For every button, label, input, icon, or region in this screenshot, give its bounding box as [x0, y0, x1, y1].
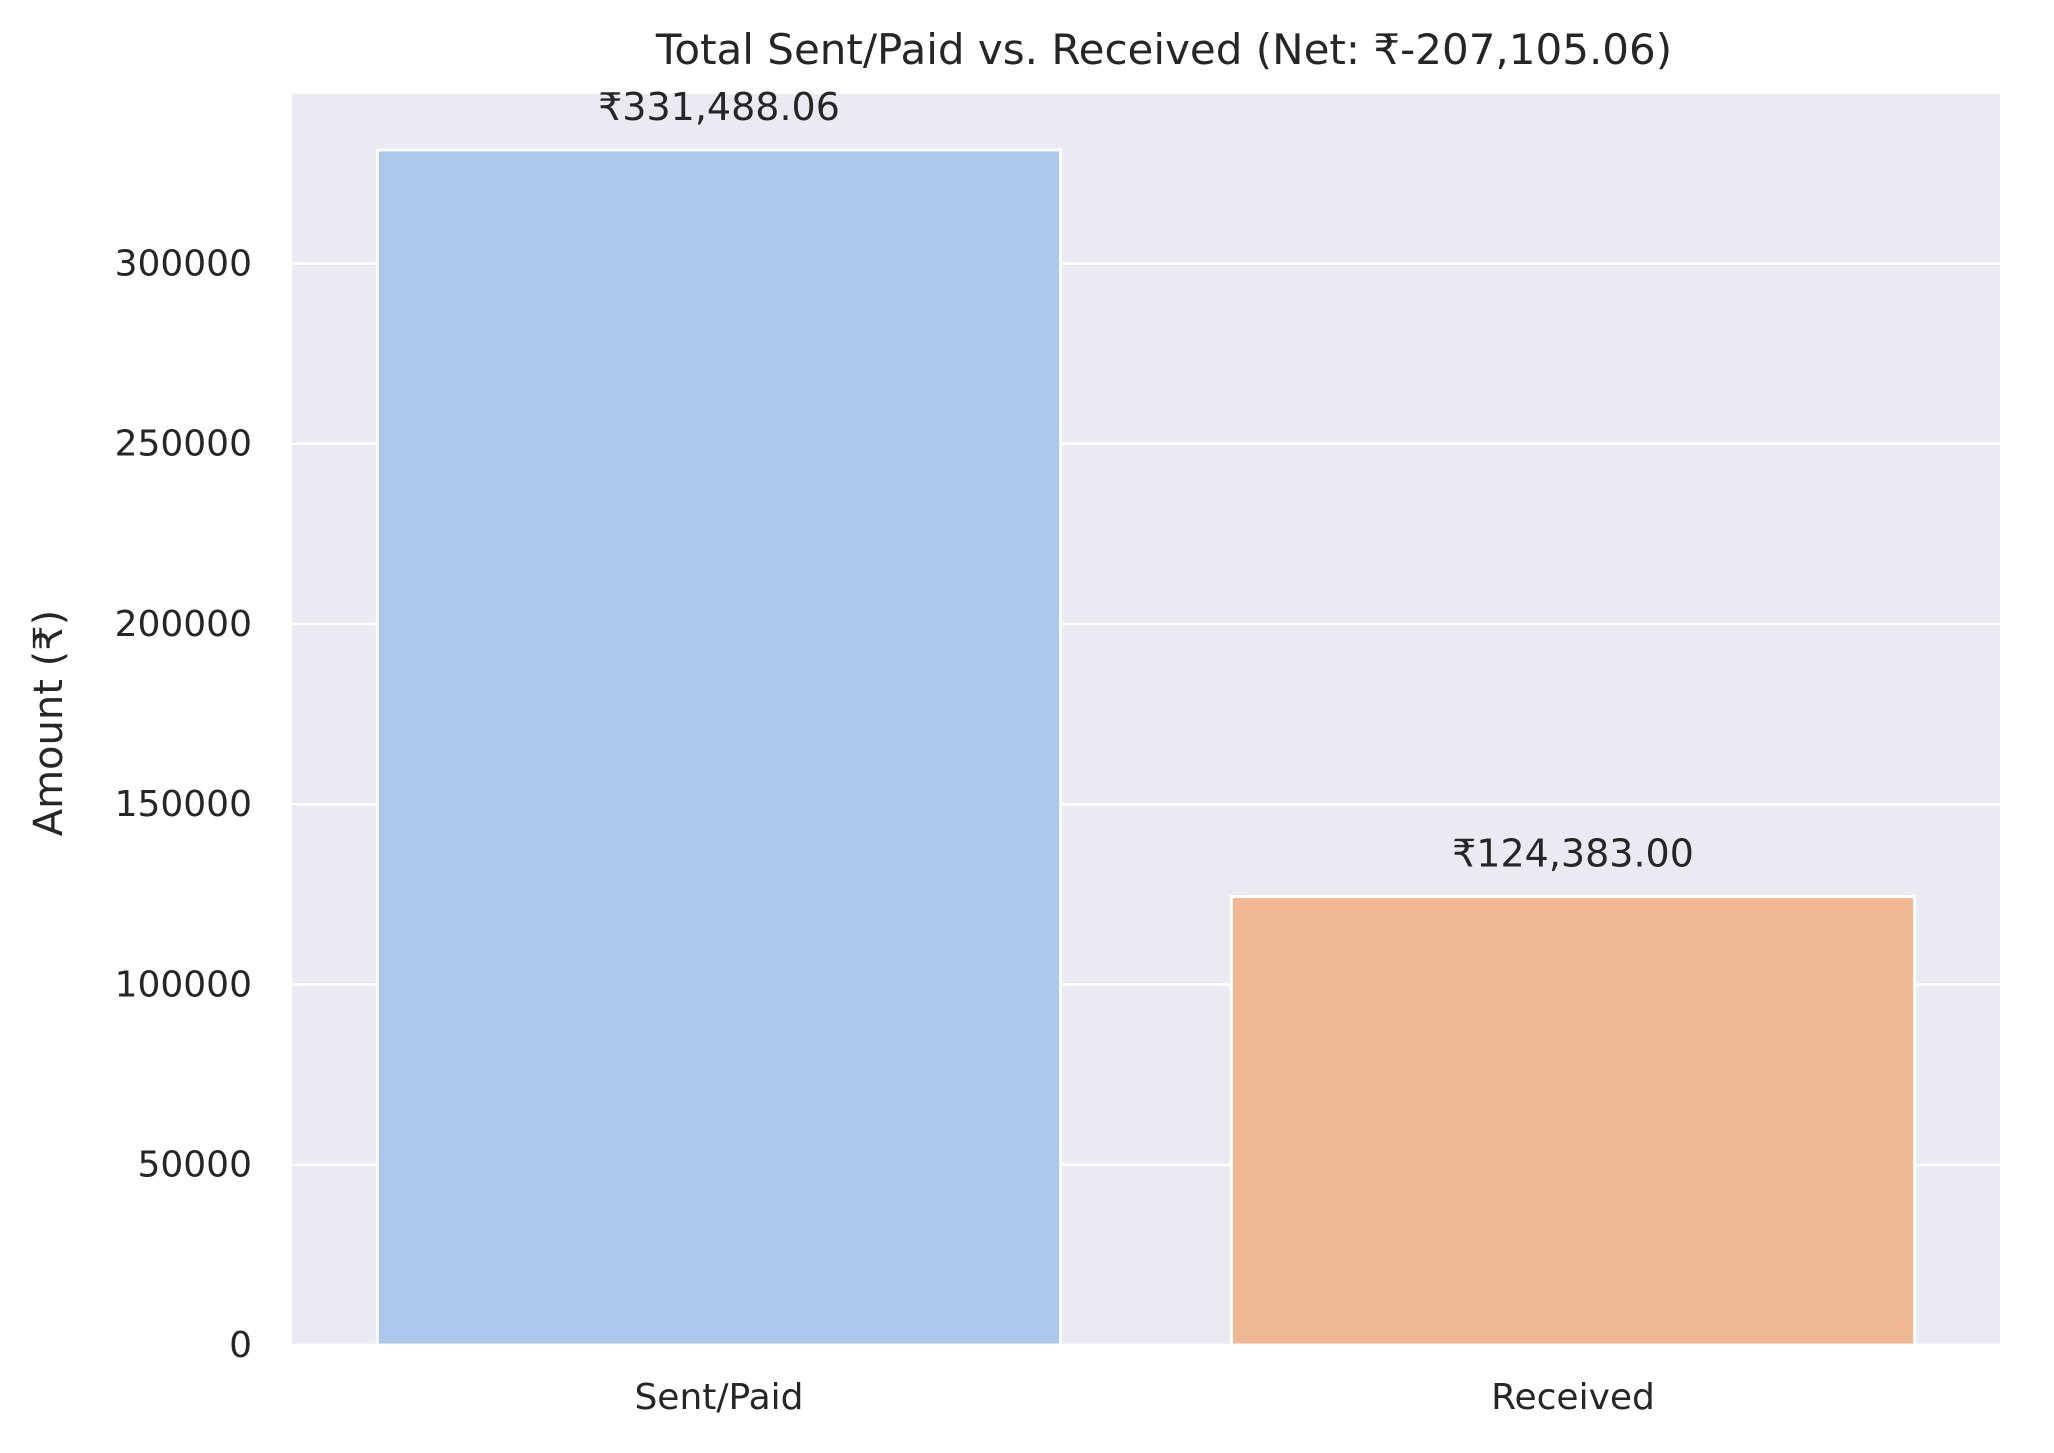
chart-title: Total Sent/Paid vs. Received (Net: ₹-207… [655, 25, 1672, 74]
y-tick-label: 250000 [115, 424, 252, 465]
y-tick-label: 150000 [115, 784, 252, 825]
bar-value-label: ₹331,488.06 [598, 85, 840, 129]
y-tick-label: 100000 [115, 964, 252, 1005]
bars [375, 148, 1917, 1347]
x-tick-label: Received [1491, 1377, 1655, 1418]
y-tick-label: 200000 [115, 604, 252, 645]
bar-value-label: ₹124,383.00 [1452, 832, 1694, 876]
bar-sent-paid [375, 148, 1063, 1347]
y-axis-label: Amount (₹) [26, 610, 72, 837]
data-labels: ₹331,488.06 ₹124,383.00 [598, 85, 1694, 876]
y-axis-ticks: 0 50000 100000 150000 200000 250000 300000 [115, 243, 252, 1366]
x-axis-ticks: Sent/Paid Received [634, 1377, 1654, 1418]
y-tick-label: 0 [229, 1325, 252, 1366]
x-tick-label: Sent/Paid [634, 1377, 803, 1418]
y-tick-label: 300000 [115, 243, 252, 284]
y-tick-label: 50000 [137, 1145, 252, 1186]
bar-received [1229, 895, 1917, 1347]
